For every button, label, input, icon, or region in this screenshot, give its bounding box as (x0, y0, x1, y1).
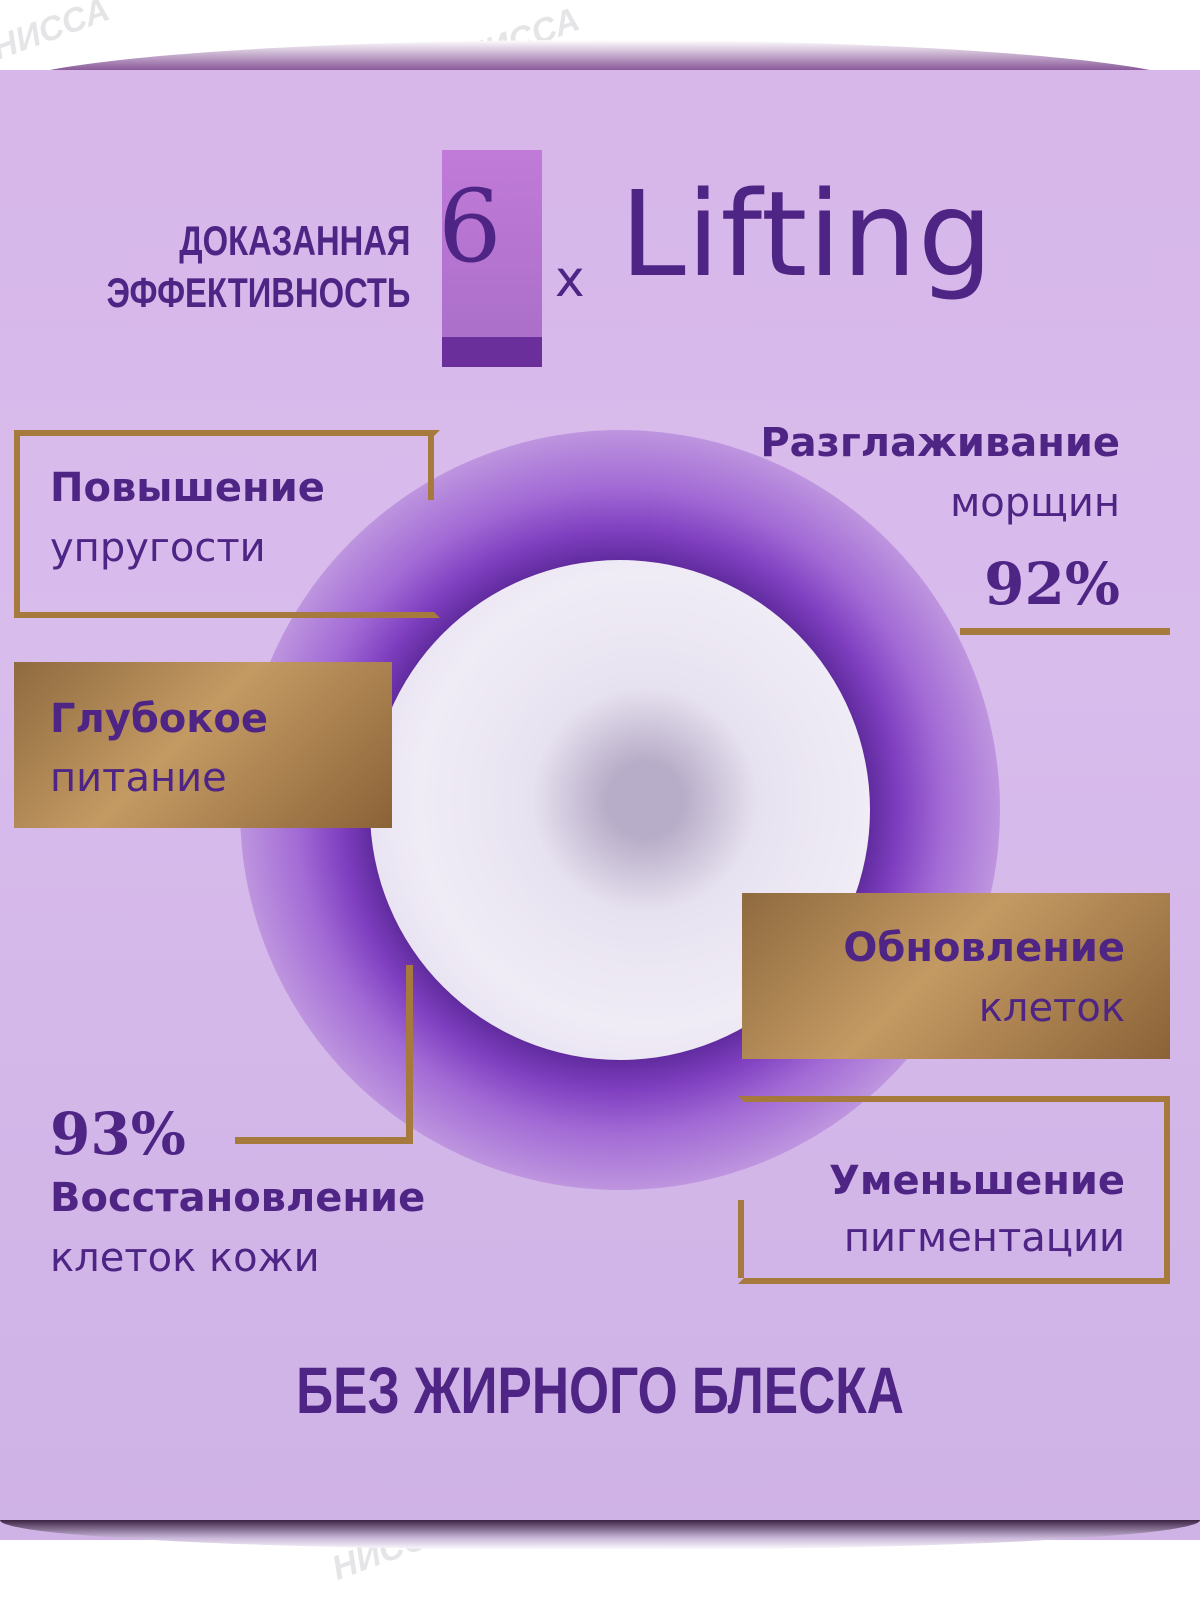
footer-claim: БЕЗ ЖИРНОГО БЛЕСКА (296, 1353, 904, 1427)
benefit-box-pigmentation (738, 1096, 1170, 1284)
benefit-subtitle: морщин (950, 480, 1120, 526)
benefit-box-renewal (742, 893, 1170, 1059)
gold-divider (960, 628, 1170, 635)
benefit-subtitle: клеток (978, 985, 1125, 1031)
benefit-title: Глубокое (50, 696, 269, 742)
gold-connector (406, 965, 413, 1144)
tagline-line1: ДОКАЗАННАЯ (178, 217, 410, 264)
benefit-title: Уменьшение (829, 1158, 1125, 1204)
benefit-subtitle: упругости (50, 525, 266, 571)
number-six: 6 (438, 168, 502, 285)
benefit-title: Восстановление (50, 1175, 426, 1221)
benefit-title: Разглаживание (760, 420, 1120, 466)
benefit-box-elasticity (14, 430, 440, 618)
box-bottom-edge (0, 1520, 1200, 1550)
benefit-box-nutrition (14, 662, 392, 828)
tagline-line2: ЭФФЕКТИВНОСТЬ (106, 269, 410, 316)
multiplier: x (555, 250, 585, 308)
benefit-subtitle: питание (50, 755, 227, 801)
benefit-percent: 92% (984, 550, 1120, 618)
benefit-subtitle: пигментации (843, 1215, 1125, 1261)
gold-connector (235, 1137, 413, 1144)
watermark: НИССА (0, 0, 115, 68)
benefit-title: Повышение (50, 465, 325, 511)
header-tagline: ДОКАЗАННАЯ ЭФФЕКТИВНОСТЬ (106, 215, 410, 319)
benefit-subtitle: клеток кожи (50, 1235, 320, 1281)
brand-lifting: Lifting (620, 165, 994, 303)
benefit-title: Обновление (843, 925, 1125, 971)
number-highlight (442, 150, 542, 367)
benefit-percent: 93% (50, 1100, 186, 1168)
